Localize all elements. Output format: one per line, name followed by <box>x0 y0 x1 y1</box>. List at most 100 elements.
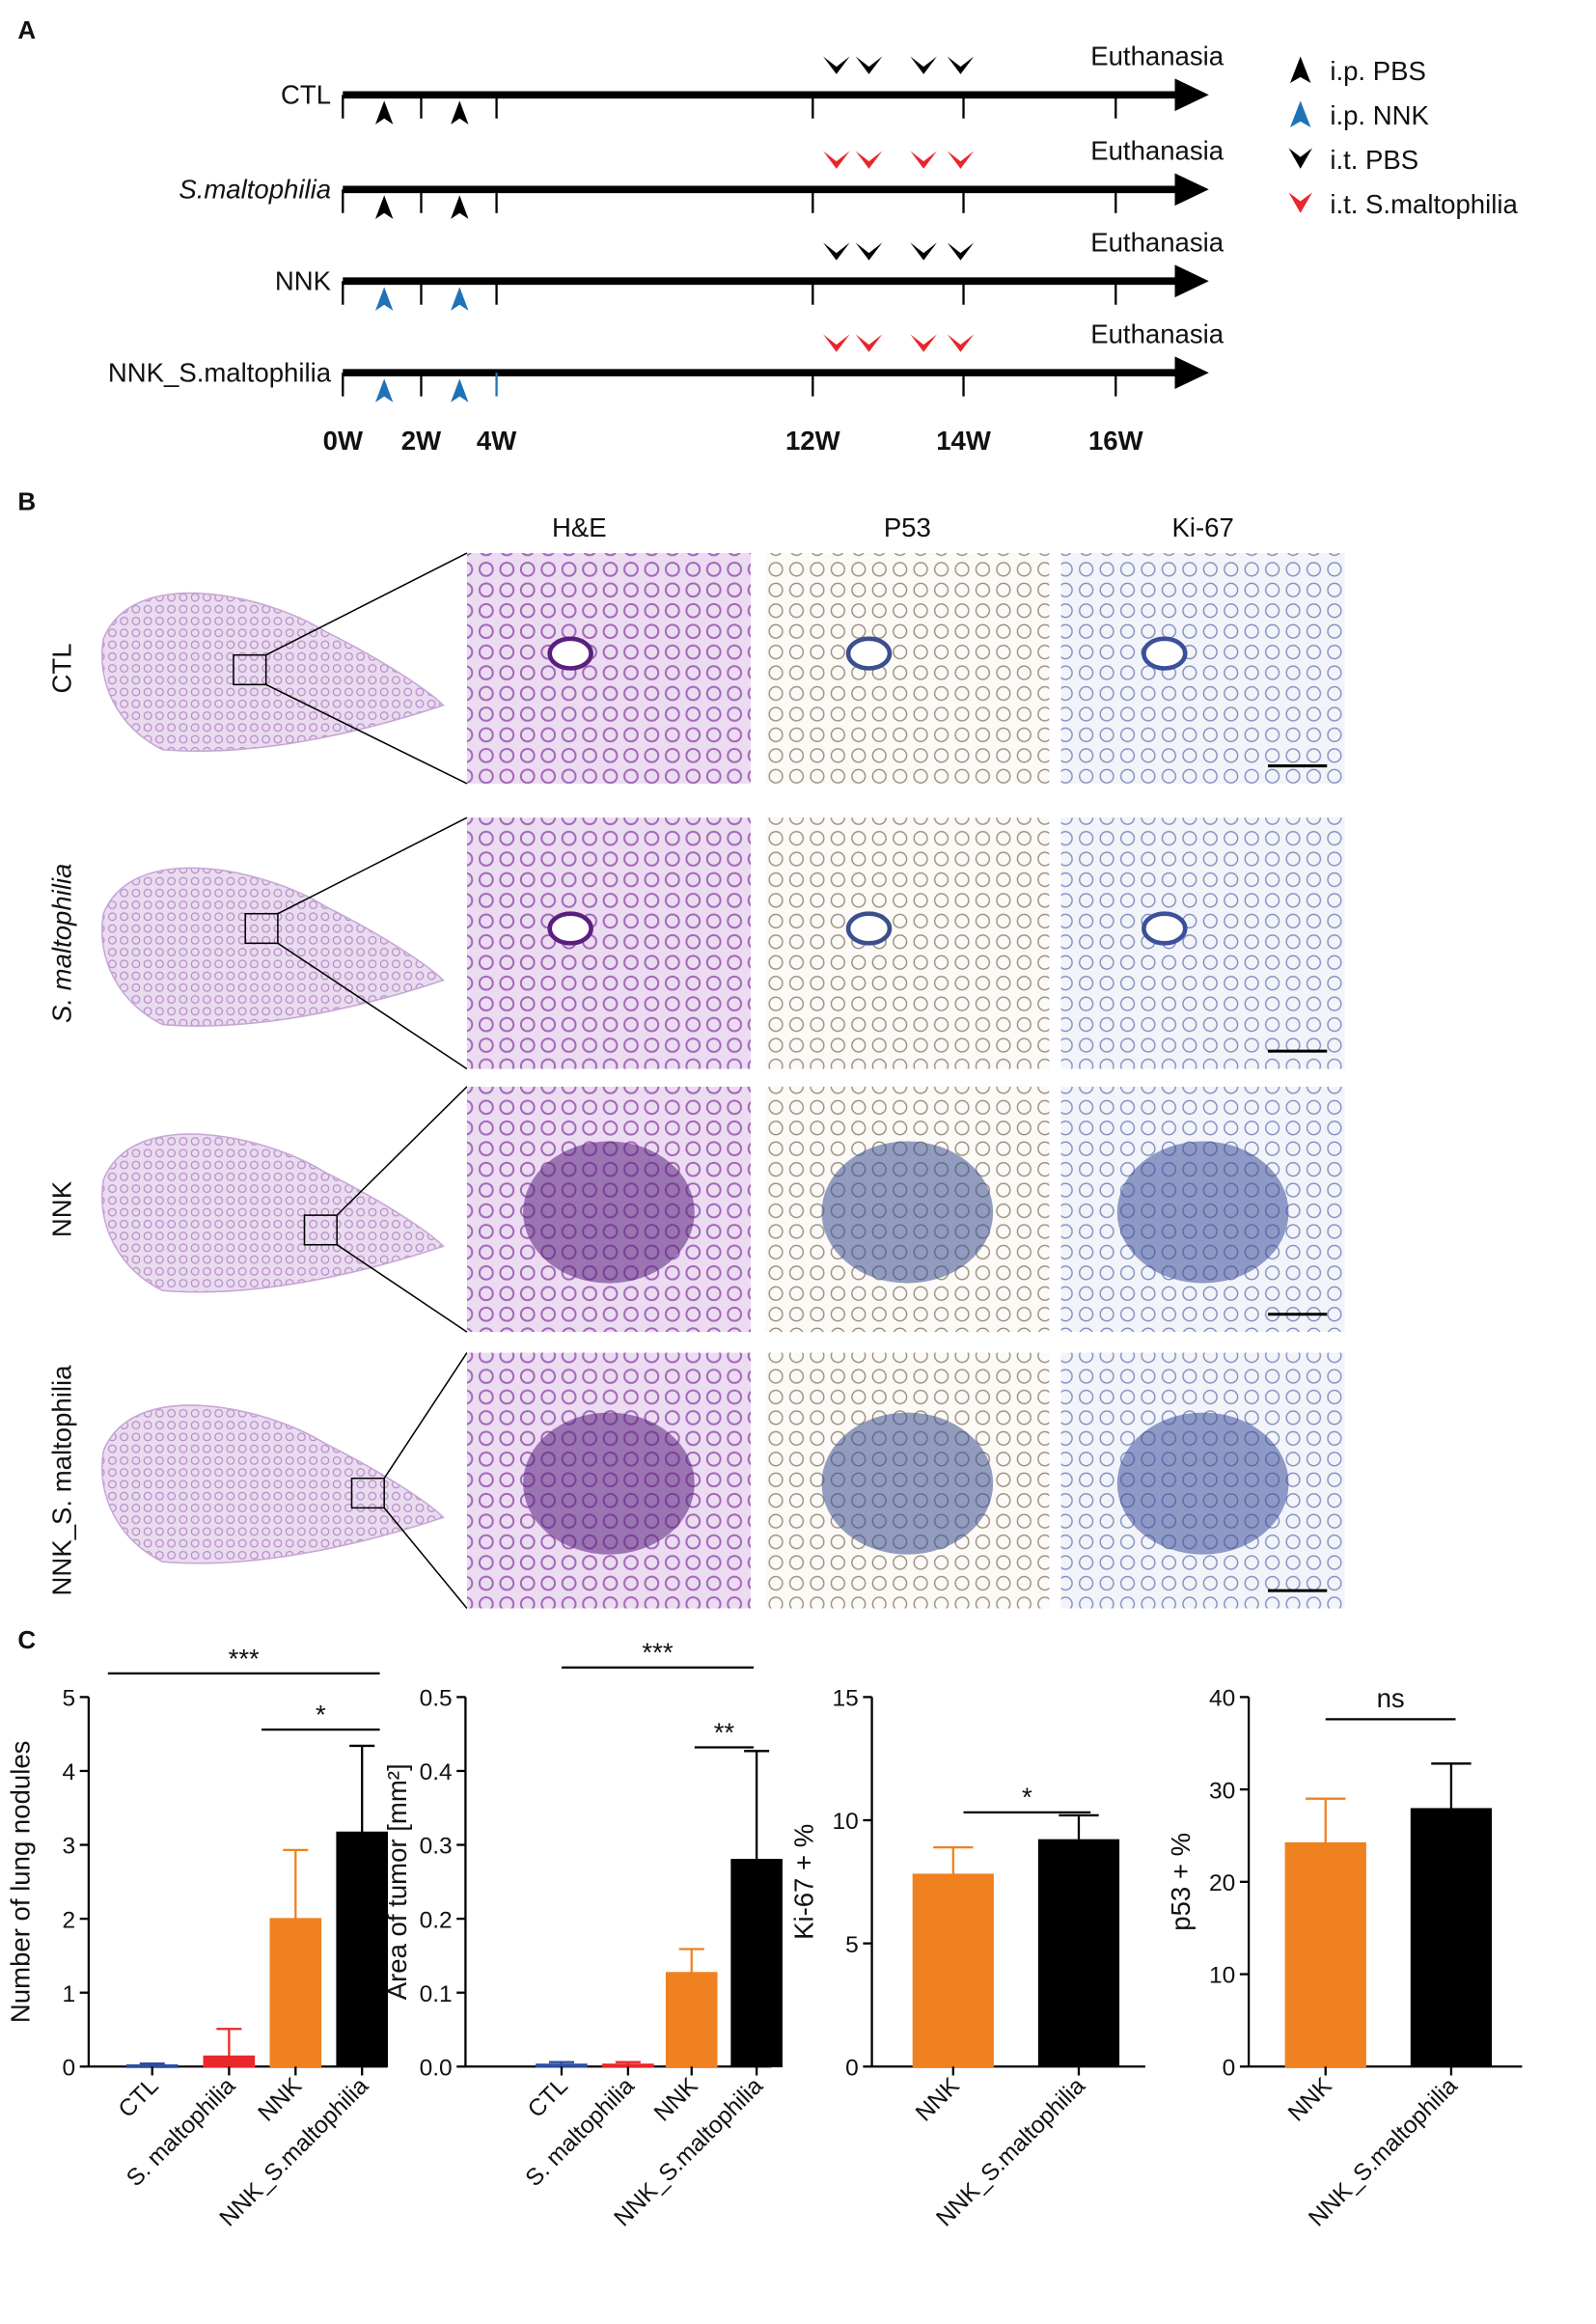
it-marker <box>910 334 937 352</box>
lung-section <box>101 1404 445 1564</box>
panel-label: B <box>17 487 36 516</box>
week-label: 0W <box>323 426 363 456</box>
legend-label: i.p. PBS <box>1330 56 1426 86</box>
it-marker <box>823 334 850 352</box>
panel-label: A <box>17 15 36 44</box>
y-tick-label: 0.5 <box>420 1686 453 1712</box>
row-label: NNK_S.maltophilia <box>108 357 332 387</box>
y-tick-label: 3 <box>62 1834 75 1860</box>
ip-marker <box>451 287 469 311</box>
error-bar <box>744 1750 770 1860</box>
timeline-arrow <box>1174 264 1209 298</box>
y-tick-label: 0.0 <box>420 2055 453 2081</box>
micrograph <box>765 817 1050 1069</box>
significance-label: *** <box>229 1644 260 1674</box>
it-marker <box>855 334 883 352</box>
legend-marker <box>1288 148 1312 169</box>
error-bar <box>283 1848 309 1920</box>
row-label: CTL <box>47 643 77 693</box>
lung-section <box>101 592 445 752</box>
end-label: Euthanasia <box>1090 228 1225 258</box>
nodule <box>523 1141 695 1284</box>
legend-marker <box>1289 100 1311 127</box>
legend-label: i.t. PBS <box>1330 145 1418 175</box>
bar <box>536 2063 588 2068</box>
significance-label: *** <box>642 1638 673 1668</box>
it-marker <box>947 334 975 352</box>
row-label: CTL <box>281 79 331 109</box>
y-tick-label: 0.4 <box>420 1759 453 1785</box>
x-tick-label: CTL <box>114 2073 164 2123</box>
it-marker <box>910 56 937 74</box>
end-label: Euthanasia <box>1090 42 1225 71</box>
ip-marker <box>451 100 469 124</box>
y-tick-label: 1 <box>62 1981 75 2007</box>
end-label: Euthanasia <box>1090 319 1225 349</box>
nodule <box>1116 1141 1289 1284</box>
micrograph <box>765 553 1050 784</box>
panel-label: C <box>17 1625 36 1654</box>
it-marker <box>855 242 883 261</box>
y-tick-label: 5 <box>845 1932 859 1958</box>
legend-marker <box>1289 56 1311 84</box>
y-tick-label: 4 <box>62 1759 75 1785</box>
ip-marker <box>374 378 394 402</box>
bar <box>1284 1841 1366 2068</box>
bar <box>912 1873 994 2068</box>
micrograph <box>466 817 751 1069</box>
nodule <box>821 1412 994 1555</box>
y-tick-label: 0 <box>845 2055 859 2081</box>
zoom-line <box>336 1086 468 1216</box>
error-bar <box>216 2028 242 2057</box>
week-label: 14W <box>936 426 991 456</box>
error-bar <box>933 1845 974 1875</box>
it-marker <box>823 151 850 169</box>
micrograph <box>466 553 751 784</box>
y-tick-label: 0.2 <box>420 1907 453 1933</box>
y-axis-label: Area of tumor [mm²] <box>382 1763 412 2000</box>
bar <box>1037 1839 1120 2068</box>
significance-label: ** <box>714 1717 735 1747</box>
zoom-box <box>233 653 267 686</box>
it-marker <box>855 56 883 74</box>
it-marker <box>855 151 883 169</box>
error-bar <box>1059 1813 1099 1840</box>
error-bar <box>1306 1797 1346 1843</box>
error-bar <box>615 2061 641 2064</box>
y-tick-label: 40 <box>1209 1686 1235 1712</box>
row-label: S. maltophilia <box>47 864 77 1023</box>
error-bar <box>1431 1762 1472 1810</box>
it-marker <box>823 242 850 261</box>
x-tick-label: NNK <box>254 2072 308 2126</box>
y-tick-label: 0 <box>1223 2055 1236 2081</box>
it-marker <box>947 242 975 261</box>
y-tick-label: 0.3 <box>420 1834 453 1860</box>
airway <box>547 911 593 946</box>
micrograph <box>1060 553 1345 784</box>
bar <box>203 2055 256 2068</box>
bar <box>1410 1808 1493 2068</box>
zoom-box <box>350 1477 385 1509</box>
it-marker <box>823 56 850 74</box>
y-tick-label: 2 <box>62 1907 75 1933</box>
error-bar <box>139 2062 165 2065</box>
zoom-box <box>303 1214 338 1246</box>
y-tick-label: 30 <box>1209 1778 1235 1804</box>
column-header: H&E <box>552 512 607 542</box>
lung-section <box>101 1133 445 1293</box>
it-marker <box>947 56 975 74</box>
bar <box>269 1918 322 2068</box>
error-bar <box>678 1948 704 1974</box>
ip-marker <box>374 195 394 219</box>
y-tick-label: 0.1 <box>420 1981 453 2007</box>
micrograph <box>1060 817 1345 1069</box>
significance-label: * <box>1022 1783 1032 1812</box>
week-label: 16W <box>1088 426 1143 456</box>
significance-label: ns <box>1377 1683 1405 1713</box>
timeline-arrow <box>1174 173 1209 207</box>
ip-marker <box>374 100 394 124</box>
x-tick-label: NNK <box>649 2072 703 2126</box>
ip-marker <box>374 287 394 311</box>
nodule <box>821 1141 994 1284</box>
timeline-arrow <box>1174 78 1209 112</box>
